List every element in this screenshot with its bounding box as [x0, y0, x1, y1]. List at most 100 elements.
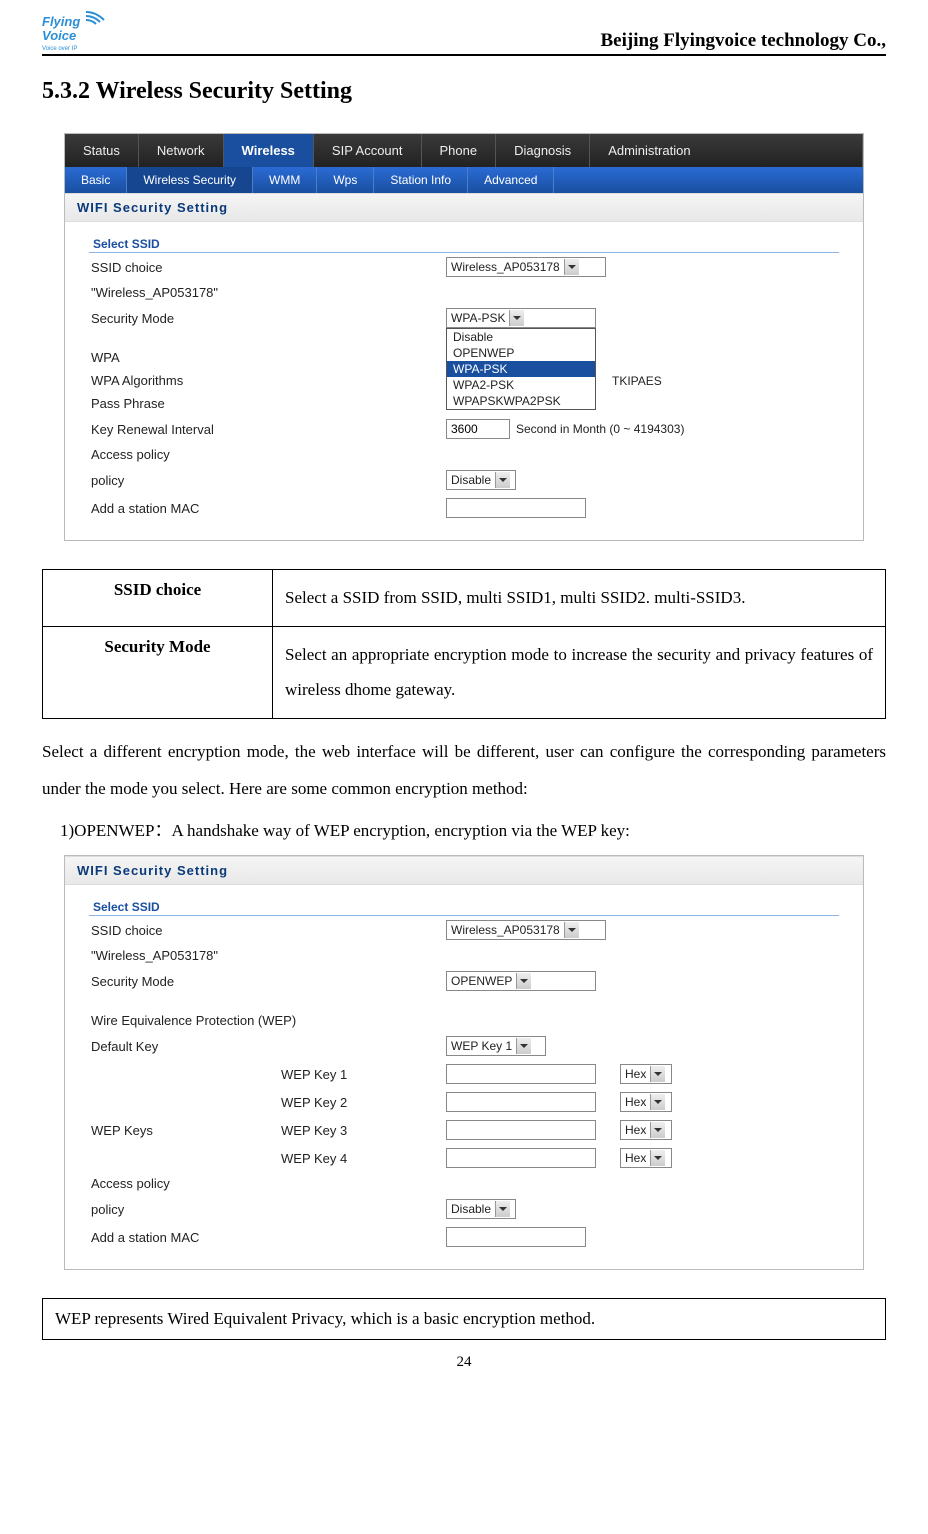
select-ssid-choice-value: Wireless_AP053178 — [451, 260, 560, 274]
input-wep-key-4[interactable] — [446, 1148, 596, 1168]
label-key-renewal: Key Renewal Interval — [91, 422, 446, 437]
subtab-advanced[interactable]: Advanced — [468, 167, 554, 193]
input-add-mac-2[interactable] — [446, 1227, 586, 1247]
label-security-mode-2: Security Mode — [91, 974, 446, 989]
label-wep-keys: WEP Keys — [91, 1123, 281, 1138]
subtab-station-info[interactable]: Station Info — [374, 167, 468, 193]
select-ssid-choice-value-2: Wireless_AP053178 — [451, 923, 560, 937]
input-wep-key-2[interactable] — [446, 1092, 596, 1112]
input-key-renewal[interactable] — [446, 419, 510, 439]
wifi-security-header-2: WIFI Security Setting — [65, 856, 863, 885]
input-wep-key-3[interactable] — [446, 1120, 596, 1140]
label-access-policy: Access policy — [91, 447, 446, 462]
sub-tabs: Basic Wireless Security WMM Wps Station … — [65, 167, 863, 193]
select-default-key[interactable]: WEP Key 1 — [446, 1036, 546, 1056]
label-pass-phrase: Pass Phrase — [91, 396, 446, 411]
chevron-down-icon — [650, 1066, 665, 1082]
option-wpa2-psk[interactable]: WPA2-PSK — [447, 377, 595, 393]
label-access-policy-2: Access policy — [91, 1176, 446, 1191]
body-paragraph: Select a different encryption mode, the … — [42, 733, 886, 808]
label-ssid-name: "Wireless_AP053178" — [91, 285, 446, 300]
page-header: Flying Voice Voice over IP Beijing Flyin… — [42, 10, 886, 56]
select-ssid-choice[interactable]: Wireless_AP053178 — [446, 257, 606, 277]
select-hex-1[interactable]: Hex — [620, 1064, 672, 1084]
input-wep-key-1[interactable] — [446, 1064, 596, 1084]
select-security-mode[interactable]: WPA-PSK — [446, 308, 596, 328]
select-security-mode-2[interactable]: OPENWEP — [446, 971, 596, 991]
cell-param-ssid: SSID choice — [43, 570, 273, 627]
chevron-down-icon — [516, 1038, 531, 1054]
page-number: 24 — [42, 1354, 886, 1371]
select-security-mode-value: WPA-PSK — [451, 311, 505, 325]
tab-diagnosis[interactable]: Diagnosis — [496, 134, 590, 167]
label-wep-section: Wire Equivalence Protection (WEP) — [91, 1013, 446, 1028]
logo-sub: Voice over IP — [42, 46, 77, 52]
select-policy-value-2: Disable — [451, 1202, 491, 1216]
table-row: Security Mode Select an appropriate encr… — [43, 626, 886, 718]
text-key-renewal-unit: Second in Month (0 ~ 4194303) — [516, 422, 684, 436]
chevron-down-icon — [564, 922, 579, 938]
chevron-down-icon — [495, 1201, 510, 1217]
option-openwep[interactable]: OPENWEP — [447, 345, 595, 361]
cell-value-security: Select an appropriate encryption mode to… — [273, 626, 886, 718]
select-ssid-choice-2[interactable]: Wireless_AP053178 — [446, 920, 606, 940]
select-hex-2[interactable]: Hex — [620, 1092, 672, 1112]
label-add-mac: Add a station MAC — [91, 501, 446, 516]
select-policy-value: Disable — [451, 473, 491, 487]
cell-value-ssid: Select a SSID from SSID, multi SSID1, mu… — [273, 570, 886, 627]
select-hex-4[interactable]: Hex — [620, 1148, 672, 1168]
select-default-key-value: WEP Key 1 — [451, 1039, 512, 1053]
wep-note-box: WEP represents Wired Equivalent Privacy,… — [42, 1298, 886, 1340]
fieldset-select-ssid-2: Select SSID — [89, 900, 164, 916]
label-policy-2: policy — [91, 1202, 446, 1217]
tab-administration[interactable]: Administration — [590, 134, 863, 167]
subtab-wps[interactable]: Wps — [317, 167, 374, 193]
fieldset-select-ssid: Select SSID — [89, 237, 164, 253]
select-hex-3[interactable]: Hex — [620, 1120, 672, 1140]
chevron-down-icon — [650, 1122, 665, 1138]
select-policy-2[interactable]: Disable — [446, 1199, 516, 1219]
label-add-mac-2: Add a station MAC — [91, 1230, 446, 1245]
screenshot-wpa-psk: Status Network Wireless SIP Account Phon… — [64, 133, 864, 541]
label-wep-key-3: WEP Key 3 — [281, 1123, 446, 1138]
tab-sip-account[interactable]: SIP Account — [314, 134, 422, 167]
table-row: SSID choice Select a SSID from SSID, mul… — [43, 570, 886, 627]
label-wep-key-1: WEP Key 1 — [281, 1067, 446, 1082]
text-tkipaes: TKIPAES — [612, 374, 662, 388]
label-default-key: Default Key — [91, 1039, 446, 1054]
wifi-security-header: WIFI Security Setting — [65, 193, 863, 222]
label-security-mode: Security Mode — [91, 311, 446, 326]
subtab-basic[interactable]: Basic — [65, 167, 127, 193]
option-wpa-psk[interactable]: WPA-PSK — [447, 361, 595, 377]
label-policy: policy — [91, 473, 446, 488]
flyingvoice-logo: Flying Voice Voice over IP — [42, 10, 112, 52]
option-disable[interactable]: Disable — [447, 329, 595, 345]
input-key-renewal-field[interactable] — [451, 421, 505, 437]
input-add-mac[interactable] — [446, 498, 586, 518]
select-policy[interactable]: Disable — [446, 470, 516, 490]
tab-wireless[interactable]: Wireless — [224, 134, 314, 167]
chevron-down-icon — [495, 472, 510, 488]
subtab-wmm[interactable]: WMM — [253, 167, 317, 193]
option-wpapskwpa2psk[interactable]: WPAPSKWPA2PSK — [447, 393, 595, 409]
chevron-down-icon — [516, 973, 531, 989]
label-ssid-choice: SSID choice — [91, 260, 446, 275]
label-wep-key-2: WEP Key 2 — [281, 1095, 446, 1110]
screenshot-openwep: WIFI Security Setting Select SSID SSID c… — [64, 855, 864, 1270]
label-wep-key-4: WEP Key 4 — [281, 1151, 446, 1166]
chevron-down-icon — [564, 259, 579, 275]
label-ssid-choice-2: SSID choice — [91, 923, 446, 938]
label-ssid-name-2: "Wireless_AP053178" — [91, 948, 446, 963]
tab-network[interactable]: Network — [139, 134, 224, 167]
cell-param-security: Security Mode — [43, 626, 273, 718]
tab-phone[interactable]: Phone — [422, 134, 497, 167]
security-mode-dropdown: Disable OPENWEP WPA-PSK WPA2-PSK WPAPSKW… — [446, 328, 596, 410]
tab-status[interactable]: Status — [65, 134, 139, 167]
chevron-down-icon — [509, 310, 524, 326]
description-table: SSID choice Select a SSID from SSID, mul… — [42, 569, 886, 719]
subtab-wireless-security[interactable]: Wireless Security — [127, 167, 253, 193]
main-tabs: Status Network Wireless SIP Account Phon… — [65, 134, 863, 167]
select-security-mode-value-2: OPENWEP — [451, 974, 512, 988]
chevron-down-icon — [650, 1094, 665, 1110]
company-name: Beijing Flyingvoice technology Co., — [600, 30, 886, 52]
